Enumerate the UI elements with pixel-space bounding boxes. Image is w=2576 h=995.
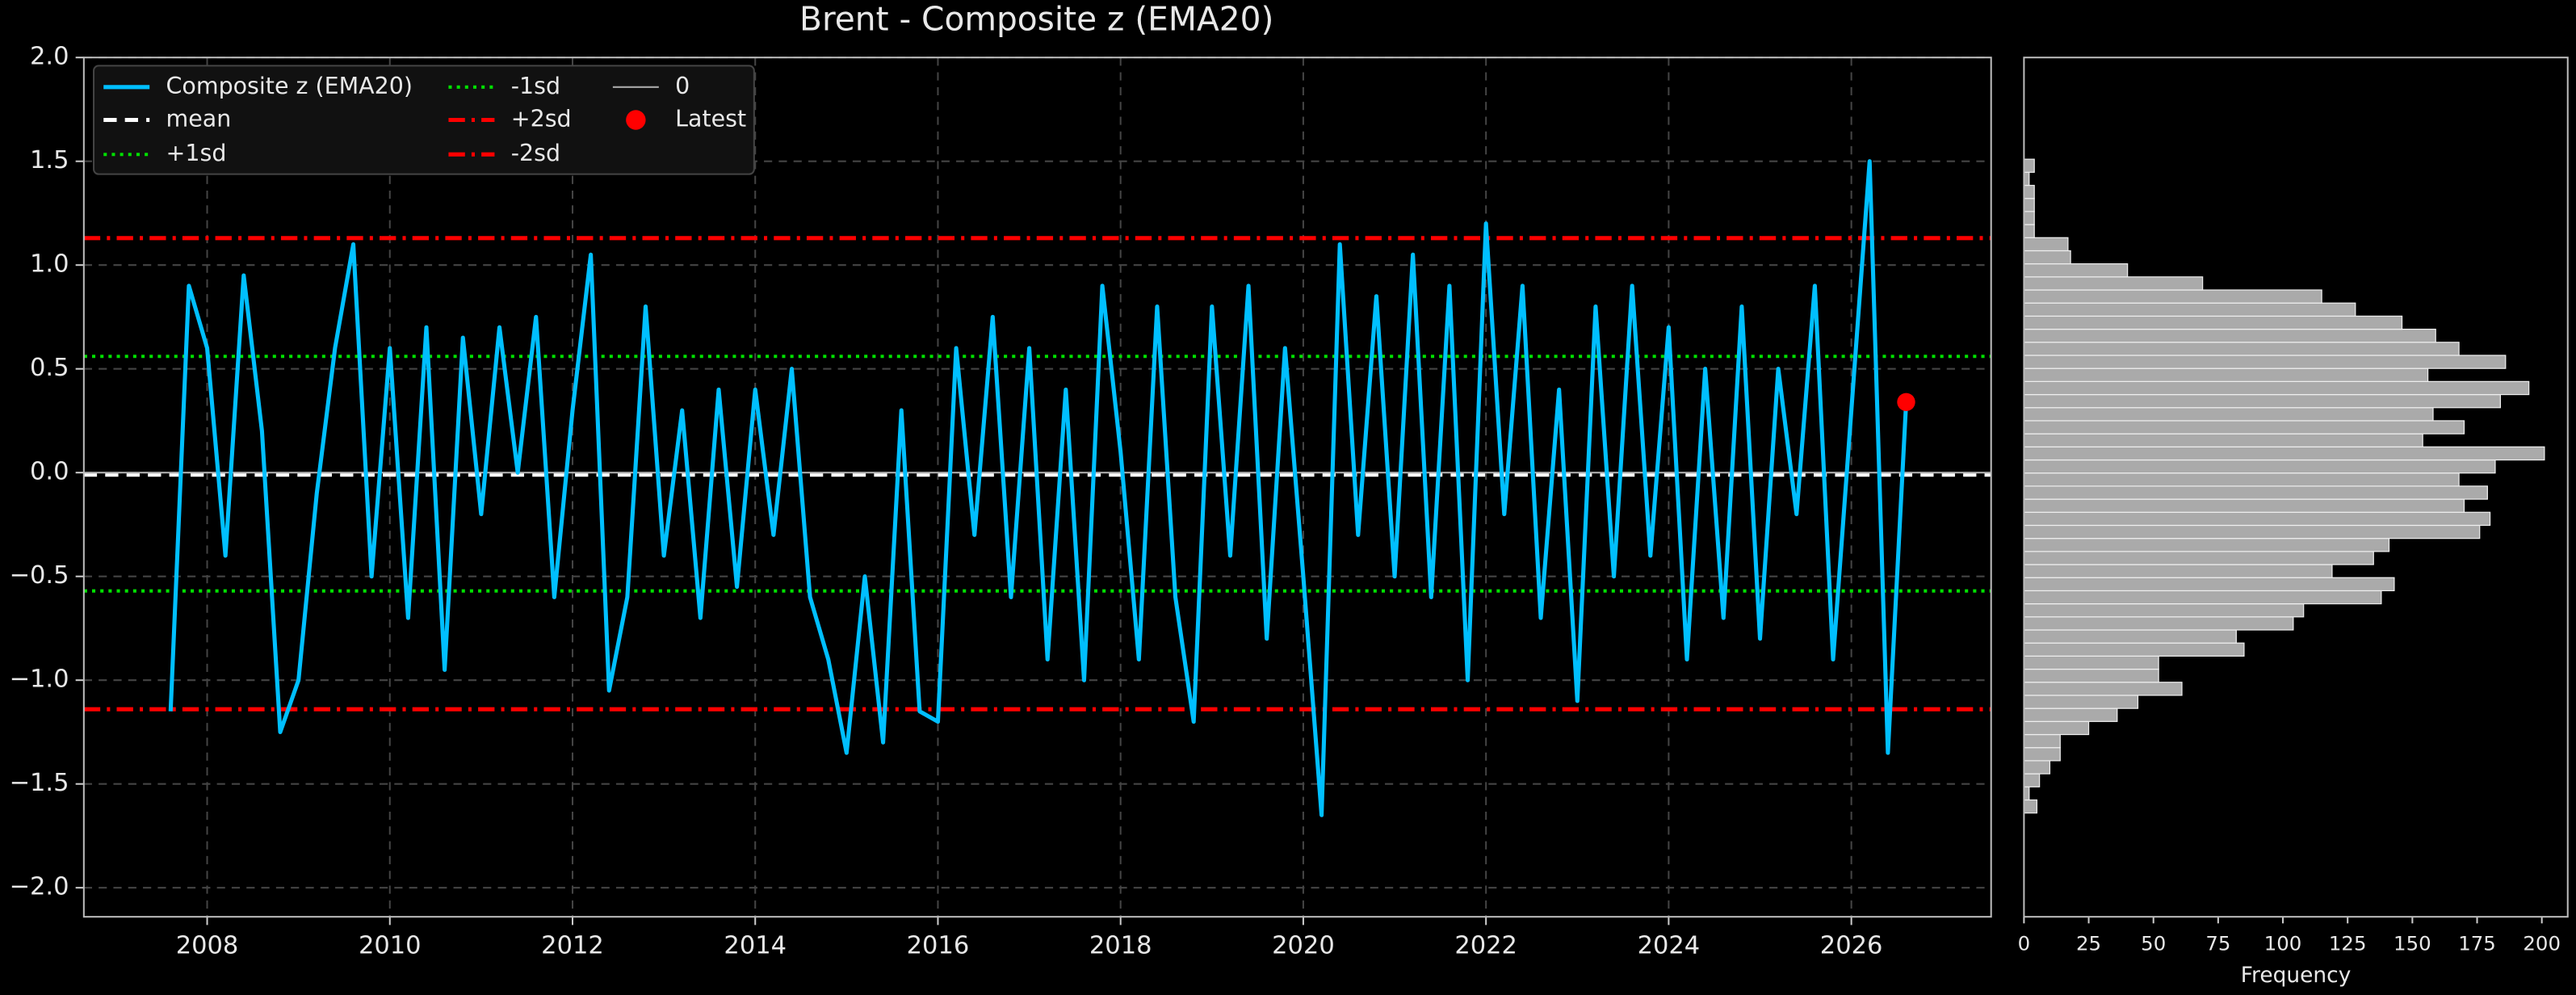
histogram-bar: [2023, 289, 2322, 304]
histogram-bar: [2023, 538, 2390, 552]
histogram-bar: [2023, 420, 2465, 435]
histogram-bar: [2023, 158, 2035, 173]
x-tick-label: 2012: [541, 931, 604, 959]
histogram-bar: [2023, 407, 2434, 422]
histogram-bar: [2023, 524, 2481, 539]
y-tick-label: −1.0: [9, 665, 69, 694]
x-tick-label: 2014: [724, 931, 787, 959]
histogram-bar: [2023, 616, 2294, 631]
histogram-bar: [2023, 590, 2382, 605]
histogram-bar: [2023, 511, 2491, 527]
legend-label: -2sd: [511, 140, 560, 166]
histogram-bar: [2023, 642, 2245, 657]
data-line: [168, 159, 1909, 817]
histogram-bar: [2023, 564, 2333, 578]
x-tick-label: 50: [2141, 932, 2166, 955]
latest-point: [1897, 393, 1915, 412]
x-tick-label: 2024: [1638, 931, 1701, 959]
histogram-bar: [2023, 315, 2403, 330]
legend-label: mean: [166, 106, 232, 132]
histogram-bar: [2023, 433, 2423, 447]
histogram-bar: [2023, 224, 2035, 238]
x-tick-label: 2010: [359, 931, 422, 959]
histogram-bar: [2023, 485, 2488, 500]
histogram-bar: [2023, 577, 2395, 592]
histogram-bar: [2023, 551, 2374, 565]
histogram-bar: [2023, 603, 2305, 618]
histogram-bar: [2023, 629, 2237, 644]
plot-frame: [82, 57, 1992, 918]
legend-box: [93, 65, 755, 175]
histogram-bar: [2023, 393, 2501, 409]
histogram-bar: [2023, 184, 2035, 199]
histogram-bar: [2023, 747, 2061, 762]
histogram-bar: [2023, 276, 2204, 291]
histogram-bar: [2023, 459, 2496, 474]
histogram-bar: [2023, 263, 2129, 278]
histogram-bar: [2023, 211, 2035, 225]
x-axis-label: Frequency: [2241, 963, 2352, 988]
y-tick-label: 0.0: [30, 458, 69, 486]
x-tick-label: 2018: [1089, 931, 1152, 959]
x-tick-label: 75: [2205, 932, 2230, 955]
x-tick-label: 2016: [907, 931, 970, 959]
x-tick-label: 25: [2076, 932, 2101, 955]
histogram-bar: [2023, 498, 2465, 513]
histogram-bar: [2023, 695, 2139, 709]
x-tick-label: 2026: [1820, 931, 1883, 959]
chart-title: Brent - Composite z (EMA20): [799, 0, 1273, 38]
histogram-bar: [2023, 733, 2061, 749]
y-tick-label: 1.5: [30, 146, 69, 174]
histogram-bar: [2023, 367, 2429, 382]
x-tick-label: 2020: [1272, 931, 1335, 959]
legend-swatch: [626, 110, 646, 130]
histogram-bar: [2023, 655, 2159, 670]
histogram-bar: [2023, 707, 2118, 722]
y-tick-label: 2.0: [30, 43, 69, 71]
legend-label: Composite z (EMA20): [166, 73, 413, 99]
histogram-bar: [2023, 237, 2069, 252]
histogram-bar: [2023, 668, 2159, 683]
y-tick-label: 0.5: [30, 354, 69, 382]
histogram-bar: [2023, 380, 2530, 396]
histogram-bar: [2023, 355, 2507, 369]
histogram-bar: [2023, 720, 2090, 736]
legend-label: +2sd: [511, 106, 572, 132]
x-tick-label: 100: [2264, 932, 2302, 955]
x-tick-label: 150: [2393, 932, 2431, 955]
histogram-bar: [2023, 302, 2356, 317]
legend-label: -1sd: [511, 73, 560, 99]
y-tick-label: 1.0: [30, 250, 69, 279]
y-tick-label: −1.5: [9, 769, 69, 797]
x-tick-label: 2022: [1454, 931, 1517, 959]
x-tick-label: 175: [2458, 932, 2496, 955]
legend-label: 0: [675, 73, 690, 99]
x-tick-label: 0: [2018, 932, 2031, 955]
legend: Composite z (EMA20) mean +1sd -1sd +2sd -2sd 0…: [93, 65, 755, 175]
histogram-bar: [2023, 682, 2183, 696]
histogram-bar: [2023, 472, 2460, 487]
y-tick-label: −2.0: [9, 873, 69, 901]
histogram-bar: [2023, 760, 2051, 775]
histogram-bar: [2023, 799, 2038, 814]
x-tick-label: 125: [2329, 932, 2367, 955]
histogram-bar: [2023, 328, 2436, 343]
legend-label: Latest: [675, 106, 746, 132]
histogram-bar: [2023, 773, 2041, 787]
histogram-bar: [2023, 446, 2545, 461]
legend-label: +1sd: [166, 140, 227, 166]
histogram-bar: [2023, 250, 2071, 265]
y-tick-label: −0.5: [9, 561, 69, 590]
histogram-bar: [2023, 342, 2460, 356]
x-tick-label: 2008: [176, 931, 239, 959]
plot-frame: [2023, 57, 2569, 918]
x-tick-label: 200: [2523, 932, 2561, 955]
histogram-bar: [2023, 198, 2035, 212]
